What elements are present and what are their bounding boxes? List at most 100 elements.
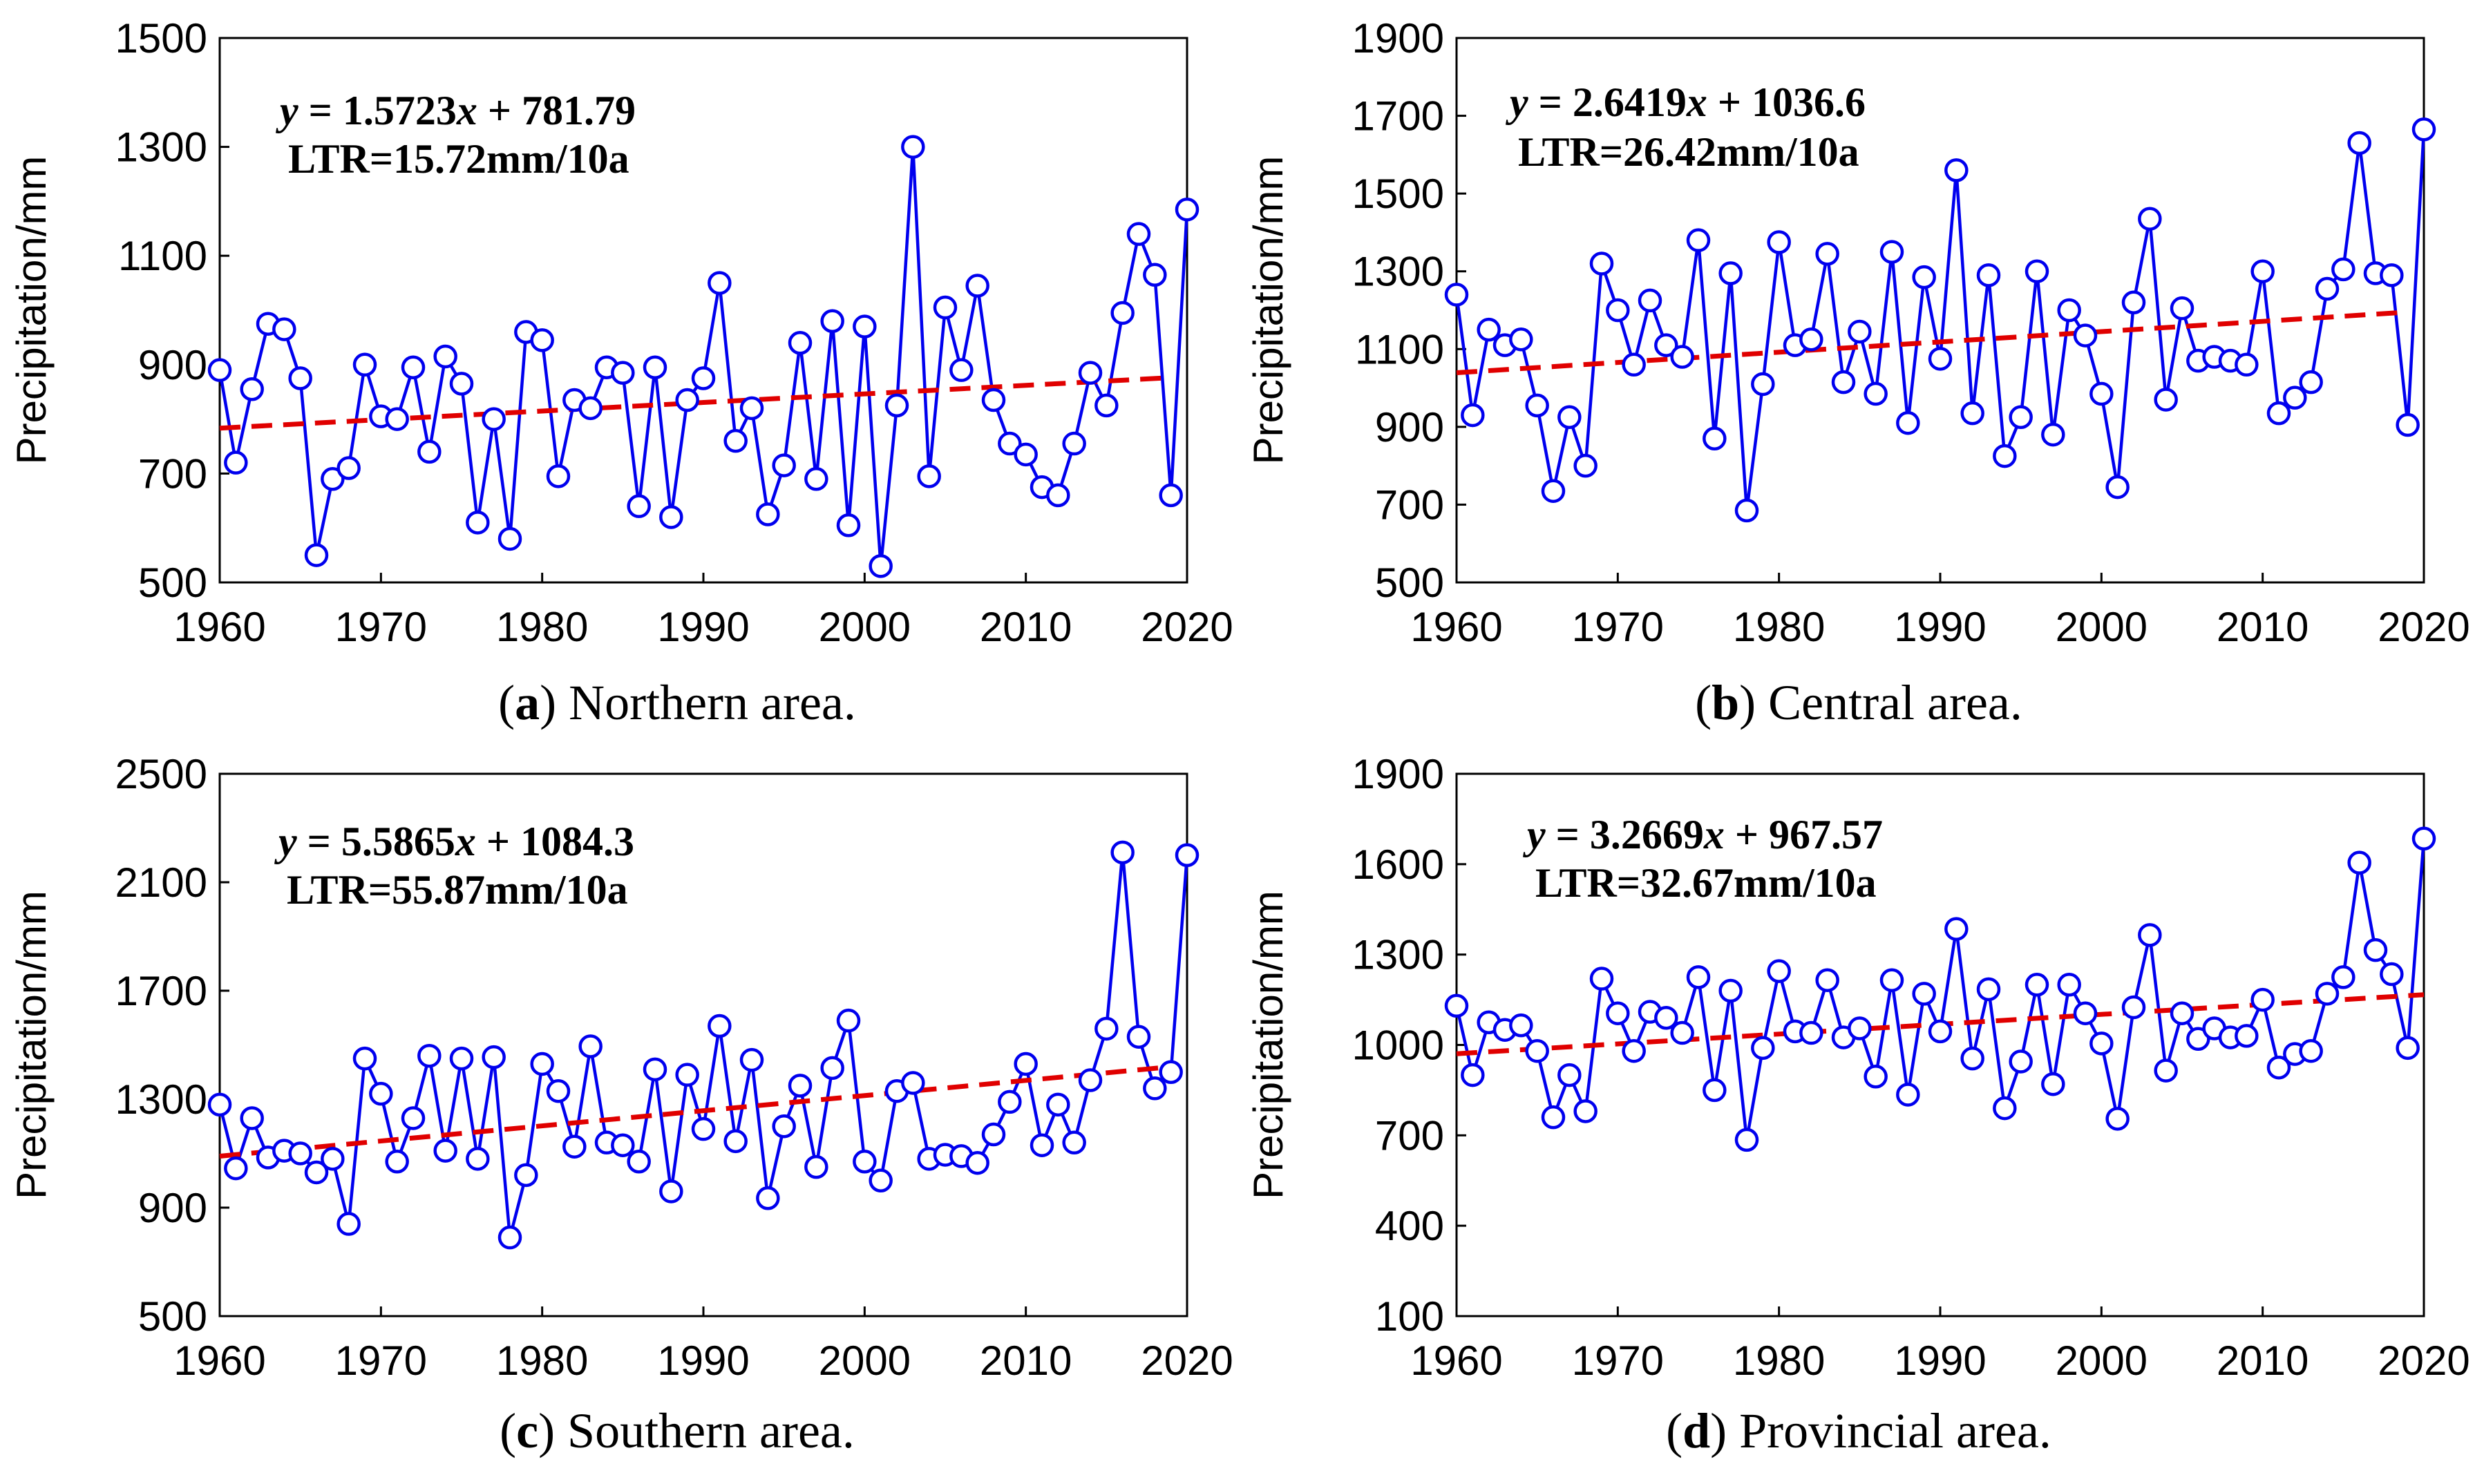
data-point	[1976, 977, 2001, 1002]
x-tick-label: 2000	[819, 1338, 911, 1384]
data-point	[240, 1106, 264, 1130]
equation-part: = 1.5723	[298, 88, 457, 133]
data-point	[2411, 117, 2436, 142]
data-point	[2266, 1055, 2291, 1080]
data-point	[1654, 333, 1678, 357]
y-tick-label: 500	[1375, 560, 1444, 606]
data-point	[1143, 1076, 1167, 1101]
data-point	[2347, 131, 2371, 155]
data-point	[2347, 850, 2371, 875]
data-point	[1848, 319, 1872, 344]
equation-part: + 1084.3	[476, 819, 634, 864]
data-point	[1718, 978, 1743, 1003]
data-point	[756, 502, 780, 526]
data-point	[804, 1154, 828, 1179]
x-tick-label: 1970	[1572, 604, 1664, 650]
equation-part: x	[455, 819, 476, 864]
equation-part: = 5.5865	[297, 819, 455, 864]
data-point	[1622, 1038, 1646, 1063]
data-point	[1030, 1133, 1054, 1157]
x-tick-label: 1980	[496, 604, 588, 650]
y-tick-label: 900	[1375, 404, 1444, 450]
y-axis-title: Precipitation/mm	[8, 156, 55, 465]
data-point	[1928, 347, 1953, 371]
data-point	[739, 1047, 764, 1072]
data-point	[1718, 261, 1743, 285]
data-point	[417, 439, 442, 464]
y-tick-label: 1700	[1352, 93, 1444, 140]
x-tick-label: 2000	[819, 604, 911, 650]
data-point	[288, 1141, 312, 1166]
data-point	[2025, 973, 2049, 997]
data-point	[901, 135, 925, 159]
data-point	[949, 358, 974, 382]
data-point	[2154, 388, 2178, 412]
data-point	[2331, 965, 2355, 989]
data-point	[1078, 1068, 1103, 1092]
data-point	[433, 1139, 457, 1163]
equation-part: x	[456, 88, 477, 133]
data-point	[1896, 1083, 1920, 1107]
data-point	[2235, 352, 2259, 377]
data-point	[1175, 197, 1200, 222]
data-point	[530, 1052, 554, 1076]
data-point	[2315, 982, 2340, 1006]
x-tick-label: 2010	[980, 1338, 1072, 1384]
chart-panel-d: 100 400 700 1000 1300 1600 1900 1960 1970 1980 199…	[1245, 751, 2470, 1384]
y-axis-title: Precipitation/mm	[1245, 891, 1291, 1199]
data-point	[1879, 240, 1904, 264]
data-point	[2041, 1072, 2065, 1096]
data-point	[514, 1163, 538, 1188]
data-point	[1110, 840, 1135, 865]
data-point	[1831, 370, 1856, 394]
x-tick-label: 2010	[980, 604, 1072, 650]
y-tick-label: 400	[1375, 1203, 1444, 1249]
data-point	[546, 1078, 571, 1103]
y-axis-title: Precipitation/mm	[1245, 156, 1291, 465]
data-point	[207, 358, 232, 382]
y-tick-label: 900	[138, 342, 207, 388]
y-tick-label: 900	[138, 1185, 207, 1231]
data-point	[2250, 259, 2275, 283]
data-point	[1078, 361, 1103, 385]
x-tick-label: 1960	[173, 1338, 265, 1384]
x-tick-label: 1960	[173, 604, 265, 650]
data-point	[1751, 1036, 1775, 1060]
data-point	[482, 1045, 506, 1069]
data-point	[224, 450, 248, 475]
data-point	[224, 1156, 248, 1181]
data-point	[2009, 405, 2033, 430]
regression-equation: y = 2.6419x + 1036.6	[1506, 79, 1866, 125]
data-point	[466, 1147, 490, 1171]
data-point	[2121, 290, 2146, 314]
data-point	[723, 428, 748, 453]
data-point	[1767, 959, 1791, 983]
data-point	[2057, 973, 2081, 997]
data-point	[723, 1129, 748, 1154]
data-point	[1461, 403, 1485, 428]
data-point	[853, 1150, 877, 1174]
x-tick-label: 1990	[657, 1338, 749, 1384]
caption-b: (b) Central area.	[1695, 675, 2022, 730]
equation-part: = 3.2669	[1546, 812, 1704, 857]
data-point	[998, 1090, 1022, 1114]
x-tick-label: 2000	[2056, 1338, 2148, 1384]
data-point	[2331, 257, 2355, 282]
data-point	[1751, 372, 1775, 397]
data-point	[2089, 381, 2114, 406]
data-point	[2299, 1038, 2323, 1063]
x-tick-label: 1980	[496, 1338, 588, 1384]
ltr-label: LTR=55.87mm/10a	[287, 867, 628, 913]
data-point	[2235, 1024, 2259, 1048]
data-point	[1046, 1092, 1070, 1117]
data-point	[739, 396, 764, 421]
data-point	[1557, 405, 1582, 430]
data-point	[2283, 386, 2307, 410]
data-point	[1799, 327, 1823, 352]
data-point	[1734, 498, 1759, 523]
data-point	[1444, 283, 1469, 307]
data-point	[675, 1063, 699, 1087]
equation-part: + 781.79	[477, 88, 636, 133]
data-point	[1734, 1128, 1759, 1152]
data-point	[643, 355, 667, 379]
